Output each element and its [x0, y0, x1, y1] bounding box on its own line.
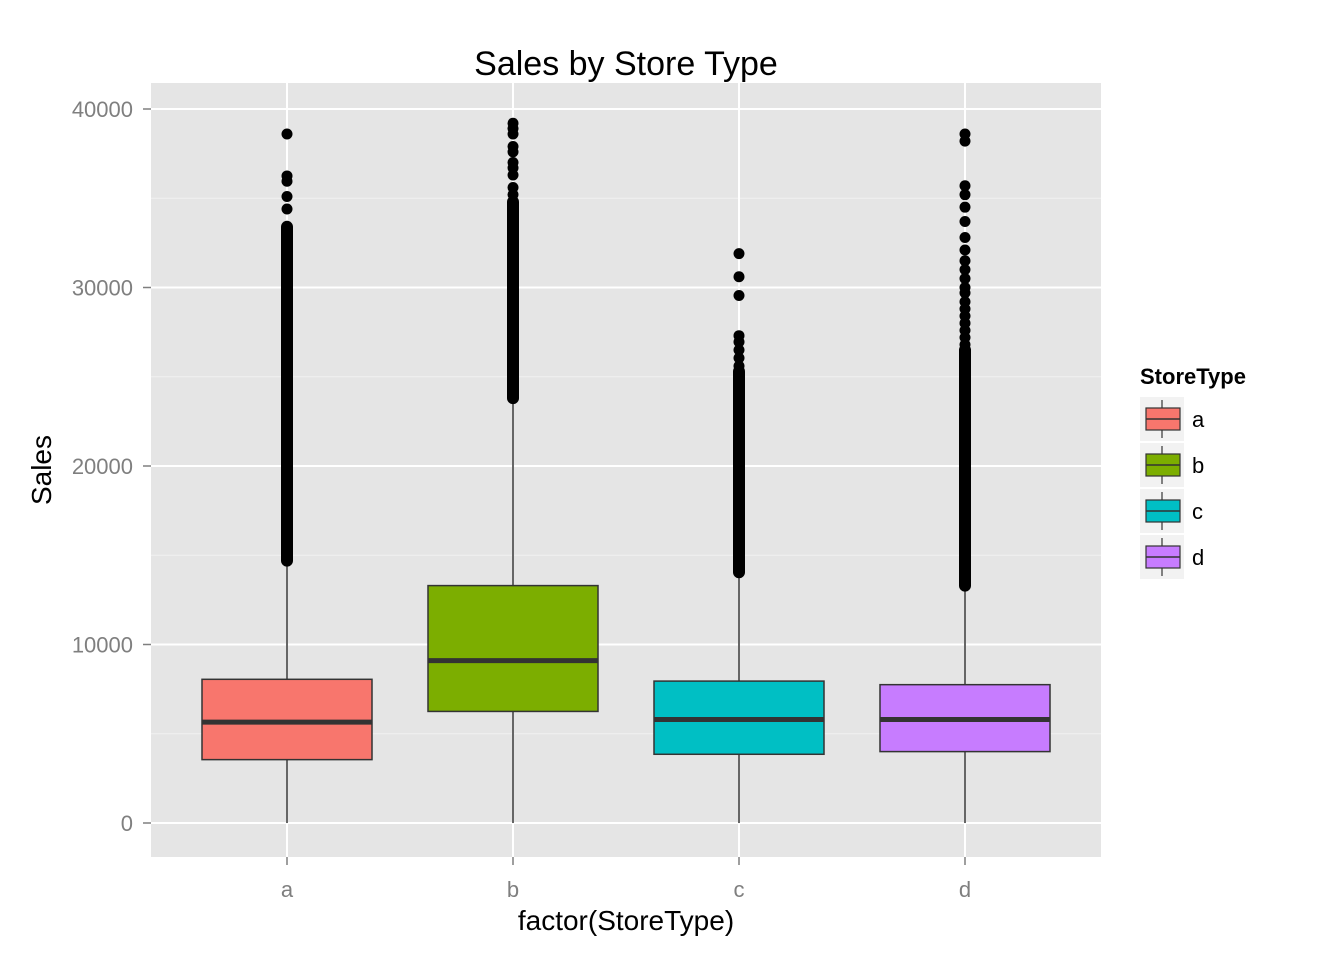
y-axis: 0 10000 20000 30000 40000	[72, 97, 151, 836]
x-tick-label: c	[734, 877, 745, 902]
boxes-layer	[201, 117, 1051, 823]
y-tick-label: 0	[121, 811, 133, 836]
box-iqr	[201, 678, 373, 761]
outlier-point	[959, 273, 971, 285]
box-a	[201, 128, 373, 823]
outlier-point	[959, 287, 971, 299]
outlier-point	[959, 215, 971, 227]
outlier-point	[959, 244, 971, 256]
outlier-point	[959, 339, 971, 351]
outlier-point	[959, 135, 971, 147]
y-tick-label: 10000	[72, 633, 133, 658]
legend-title: StoreType	[1140, 364, 1246, 389]
outlier-point	[959, 264, 971, 276]
box-c	[653, 248, 825, 823]
legend-item-c: c	[1140, 489, 1203, 533]
outlier-point	[959, 232, 971, 244]
outlier-point	[507, 169, 519, 181]
legend-item-a: a	[1140, 397, 1205, 441]
x-axis-label: factor(StoreType)	[518, 905, 734, 936]
box-iqr	[427, 584, 599, 713]
chart-title: Sales by Store Type	[474, 45, 778, 83]
y-tick-label: 40000	[72, 97, 133, 122]
legend-item-b: b	[1140, 443, 1204, 487]
outlier-point	[733, 344, 745, 356]
legend-label: b	[1192, 453, 1204, 478]
x-tick-label: b	[507, 877, 519, 902]
legend-label: d	[1192, 545, 1204, 570]
legend-label: c	[1192, 499, 1203, 524]
outlier-point	[507, 128, 519, 140]
outlier-point	[281, 203, 293, 215]
x-axis: a b c d	[281, 857, 971, 902]
outlier-point	[733, 336, 745, 348]
y-axis-label: Sales	[26, 435, 57, 505]
outlier-point	[733, 352, 745, 364]
y-tick-label: 30000	[72, 276, 133, 301]
outlier-point	[507, 146, 519, 158]
outlier-point	[733, 290, 745, 302]
outlier-point	[281, 175, 293, 187]
box-d	[879, 128, 1051, 823]
outlier-point	[733, 360, 745, 372]
outlier-point	[281, 128, 293, 140]
x-tick-label: d	[959, 877, 971, 902]
legend-label: a	[1192, 407, 1205, 432]
outlier-point	[281, 190, 293, 202]
outlier-point	[959, 255, 971, 267]
outlier-point	[733, 271, 745, 283]
y-tick-label: 20000	[72, 454, 133, 479]
box-b	[427, 117, 599, 823]
outlier-point	[959, 201, 971, 213]
x-tick-label: a	[281, 877, 294, 902]
outlier-point	[733, 248, 745, 260]
outlier-point	[507, 189, 519, 201]
outlier-point	[959, 189, 971, 201]
outlier-point	[959, 180, 971, 192]
legend-item-d: d	[1140, 535, 1204, 579]
